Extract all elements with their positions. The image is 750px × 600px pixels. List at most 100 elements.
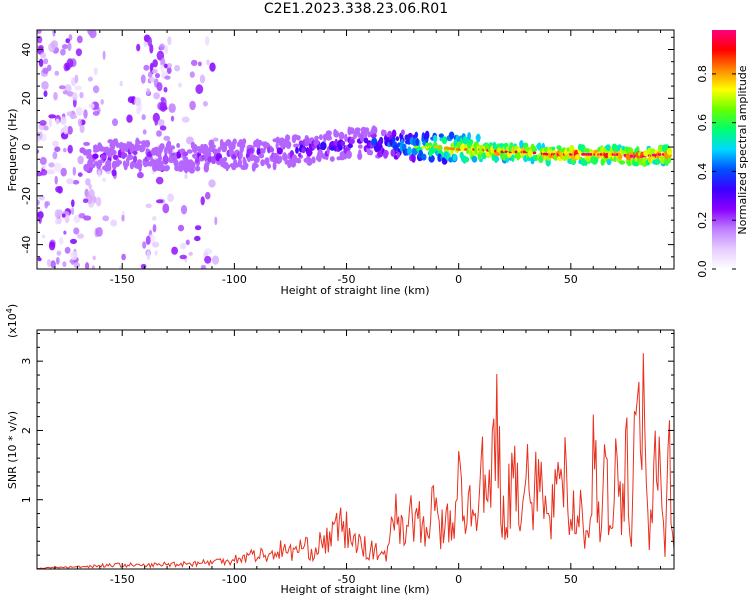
spectrogram-ridge-mark (467, 138, 474, 145)
spectrogram-ridge-mark (115, 142, 121, 149)
spectrogram-speckle (199, 74, 206, 84)
spectrogram-speckle (67, 42, 72, 51)
snr-x-ticks: -150 -100 -50 0 50 (54, 330, 662, 586)
snr-y-ticks: 1 2 3 (20, 332, 674, 556)
spectrogram-speckle (46, 169, 55, 175)
spectrogram-ridge-mark (556, 145, 562, 151)
spectrogram-ridge-mark (298, 152, 302, 158)
spectrogram-ridge-mark (481, 152, 487, 160)
spectrogram-speckle (62, 261, 67, 268)
spectrogram-ridge-mark (340, 140, 346, 146)
spectrogram-speckle (39, 120, 47, 126)
spectrogram-speckle (95, 196, 102, 207)
snr-series-line (37, 353, 674, 569)
spectrogram-speckle (73, 262, 81, 269)
spectrogram-ridge-mark (452, 154, 457, 162)
spectrogram-speckle (48, 241, 56, 251)
spectrogram-ridge-mark (132, 150, 138, 155)
spectrogram-ridge-mark (205, 146, 209, 152)
spectrogram-ridge-mark (132, 155, 138, 164)
spectrogram-ridge-mark (89, 163, 96, 169)
spectrogram-ridge-mark (354, 133, 358, 138)
spectrogram-speckle (65, 38, 70, 44)
spectrogram-speckle (156, 82, 163, 92)
spectrogram-speckle (143, 64, 150, 71)
spectrogram-ridge-mark (260, 159, 265, 167)
spectrogram-ridge-mark (253, 163, 259, 169)
spectrogram-speckle (194, 235, 201, 242)
spectrogram-ridge-mark (188, 166, 195, 174)
spectrogram-ridge-mark (613, 155, 617, 163)
snr-plot-area (37, 330, 674, 569)
spectrogram-speckle (184, 173, 188, 179)
snr-x-axis-label: Height of straight line (km) (280, 583, 429, 596)
spectrogram-ridge-mark (187, 159, 194, 168)
spectrogram-speckle (64, 214, 70, 224)
spectrogram-speckle (76, 35, 83, 44)
spectrogram-speckle (83, 109, 88, 119)
spectrogram-ridge-mark (441, 136, 448, 145)
spectrogram-speckle (63, 125, 69, 135)
spectrogram-speckle (91, 265, 96, 269)
spectrogram-ridge-mark (222, 144, 228, 150)
spectrogram-speckle (75, 106, 83, 116)
spectrogram-speckle (70, 251, 78, 261)
spectrogram-ridge-mark (357, 152, 363, 160)
spectrogram-ridge-mark (176, 151, 182, 159)
spectrogram-speckle (48, 162, 55, 168)
x-tick-label: -50 (338, 573, 356, 586)
spectrogram-speckle (37, 30, 42, 34)
spectrogram-ridge-mark (367, 131, 371, 138)
spectrogram-ridge-mark (183, 157, 190, 166)
spectrogram-ridge-mark (476, 133, 481, 143)
spectrogram-ridge-mark (605, 144, 611, 151)
spectrogram-speckle (163, 135, 171, 141)
spectrogram-ridge-mark (619, 160, 626, 165)
spectrogram-speckle (77, 155, 84, 165)
spectrogram-speckle (61, 213, 66, 218)
spectrogram-ridge-mark (298, 140, 304, 147)
spectrogram-speckle (198, 61, 202, 67)
spectrogram-ridge-mark (666, 147, 673, 156)
spectrogram-ridge-mark (532, 145, 537, 152)
spectrogram-ridge-mark (136, 140, 142, 145)
spectrogram-ridge-mark (378, 138, 383, 146)
spectrogram-speckle (56, 250, 62, 256)
spectrogram-ridge-mark (277, 155, 283, 164)
spectrogram-ridge-mark (301, 147, 306, 154)
y-tick-label: 20 (20, 91, 33, 105)
spectrogram-speckle (206, 59, 210, 66)
spectrogram-ridge-mark (495, 156, 500, 162)
spectrogram-ridge-mark (373, 126, 378, 134)
spectrogram-ridge-mark (164, 153, 168, 162)
spectrogram-ridge-mark (186, 149, 193, 154)
spectrogram-speckle (136, 106, 141, 115)
spectrogram-ridge-peak (657, 153, 662, 156)
x-tick-label: 0 (455, 573, 462, 586)
spectrogram-ridge-mark (395, 136, 400, 142)
spectrogram-speckle (211, 255, 220, 265)
spectrogram-ridge-mark (201, 154, 205, 161)
y-tick-label: 1 (20, 496, 33, 503)
figure-title: C2E1.2023.338.23.06.R01 (263, 1, 449, 17)
spectrogram-ridge-mark (407, 146, 412, 156)
spectrogram-x-axis-label: Height of straight line (km) (280, 284, 429, 297)
spectrogram-ridge-mark (139, 147, 145, 153)
spectrogram-ridge-mark (516, 150, 522, 159)
spectrogram-ridge-mark (242, 138, 247, 145)
spectrogram-ridge-mark (463, 156, 470, 163)
snr-frame (36, 329, 675, 570)
spectrogram-speckle (60, 48, 66, 56)
spectrogram-ridge-mark (660, 155, 665, 165)
spectrogram-speckle (55, 218, 59, 225)
spectrogram-speckle (40, 169, 48, 176)
spectrogram-ridge-mark (421, 153, 427, 161)
x-tick-label: -100 (222, 273, 247, 286)
spectrogram-speckle (92, 255, 96, 261)
spectrogram-ridge-mark (153, 146, 160, 153)
spectrogram-speckle (214, 216, 218, 226)
colorbar-tick-label: 0.8 (696, 65, 709, 83)
spectrogram-speckle (170, 115, 175, 122)
colorbar: 0.0 0.2 0.4 0.6 0.8 Normalized spectral ampl… (696, 30, 749, 278)
spectrogram-speckle (82, 198, 89, 203)
